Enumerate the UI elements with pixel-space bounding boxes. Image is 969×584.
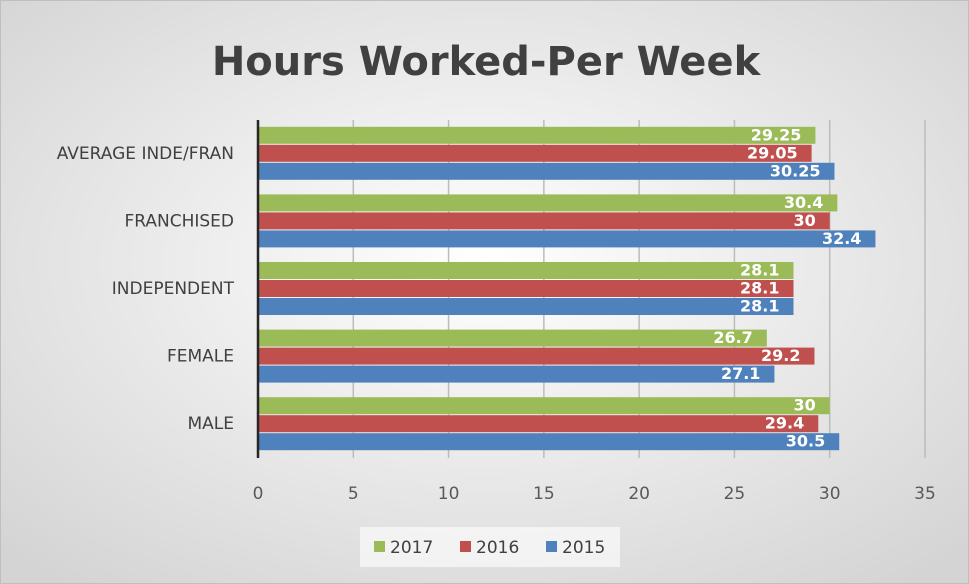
data-label: 28.1 bbox=[740, 297, 779, 316]
x-tick-label: 0 bbox=[253, 484, 264, 504]
legend-box bbox=[360, 527, 620, 567]
bar bbox=[258, 162, 835, 180]
data-label: 27.1 bbox=[721, 364, 760, 383]
y-tick-label: FRANCHISED bbox=[124, 211, 234, 231]
data-label: 28.1 bbox=[740, 261, 779, 280]
bar bbox=[258, 329, 767, 347]
y-tick-label: AVERAGE INDE/FRAN bbox=[57, 144, 234, 164]
legend-swatch bbox=[546, 541, 557, 552]
bar bbox=[258, 262, 794, 279]
data-label: 30.25 bbox=[770, 161, 821, 180]
data-label: 30.5 bbox=[786, 432, 825, 451]
x-tick-label: 5 bbox=[348, 484, 359, 504]
x-tick-label: 30 bbox=[819, 484, 841, 504]
legend-label: 2015 bbox=[562, 538, 605, 558]
y-tick-label: FEMALE bbox=[167, 347, 234, 367]
y-tick-label: INDEPENDENT bbox=[112, 279, 235, 299]
data-label: 32.4 bbox=[822, 229, 861, 248]
x-tick-label: 15 bbox=[533, 484, 555, 504]
bar bbox=[258, 212, 830, 230]
data-label: 29.2 bbox=[761, 346, 800, 365]
bar bbox=[258, 126, 816, 144]
data-label: 30 bbox=[793, 211, 815, 230]
bar bbox=[258, 347, 815, 365]
legend-label: 2016 bbox=[476, 538, 519, 558]
data-label: 26.7 bbox=[713, 328, 752, 347]
bar bbox=[258, 194, 838, 212]
x-tick-label: 10 bbox=[438, 484, 460, 504]
bar bbox=[258, 397, 830, 415]
y-tick-label: MALE bbox=[187, 414, 234, 434]
chart-title: Hours Worked-Per Week bbox=[212, 39, 762, 85]
bar bbox=[258, 280, 794, 297]
x-tick-label: 20 bbox=[628, 484, 650, 504]
data-label: 30.4 bbox=[784, 193, 823, 212]
data-label: 29.05 bbox=[747, 143, 798, 162]
data-label: 29.25 bbox=[751, 125, 802, 144]
legend-swatch bbox=[374, 541, 385, 552]
data-label: 28.1 bbox=[740, 279, 779, 298]
x-tick-label: 35 bbox=[914, 484, 936, 504]
bar bbox=[258, 433, 840, 451]
bar bbox=[258, 230, 876, 248]
bar bbox=[258, 298, 794, 315]
data-label: 30 bbox=[793, 396, 815, 415]
bar bbox=[258, 415, 819, 433]
data-label: 29.4 bbox=[765, 414, 804, 433]
bar bbox=[258, 365, 775, 383]
legend-swatch bbox=[460, 541, 471, 552]
x-tick-label: 25 bbox=[724, 484, 746, 504]
bar bbox=[258, 144, 812, 162]
legend-label: 2017 bbox=[390, 538, 433, 558]
